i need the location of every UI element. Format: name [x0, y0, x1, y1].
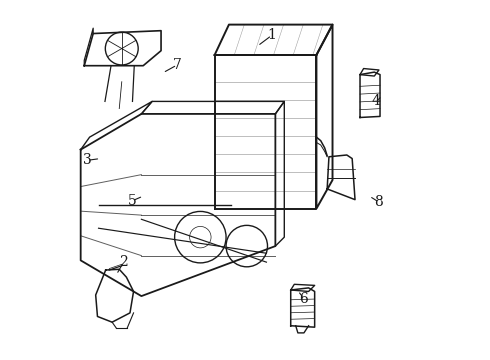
- Text: 4: 4: [372, 94, 381, 108]
- Text: 5: 5: [128, 194, 137, 208]
- Text: 3: 3: [83, 153, 92, 167]
- Text: 2: 2: [119, 255, 128, 269]
- Text: 6: 6: [299, 292, 308, 306]
- Text: 1: 1: [268, 28, 276, 42]
- Text: 8: 8: [374, 195, 383, 209]
- Text: 7: 7: [172, 58, 182, 72]
